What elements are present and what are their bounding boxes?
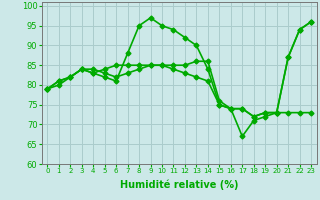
X-axis label: Humidité relative (%): Humidité relative (%) — [120, 180, 238, 190]
